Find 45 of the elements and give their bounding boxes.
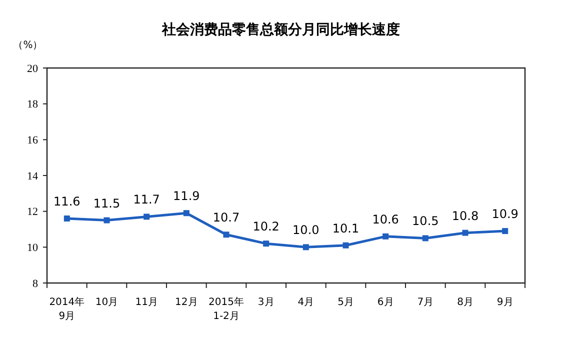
- y-tick-label: 8: [32, 278, 38, 290]
- y-tick-label: 10: [27, 242, 38, 254]
- text: 11.5: [93, 196, 120, 210]
- text: 10.1: [332, 221, 360, 236]
- x-tick-label: 6月: [377, 297, 394, 308]
- x-tick-label: 9月: [496, 297, 514, 308]
- text: 10.9: [492, 207, 518, 222]
- x-tick-label: 2015年 1-2月: [208, 296, 244, 322]
- text: 11.7: [133, 192, 160, 207]
- point: [144, 214, 150, 220]
- point: [104, 217, 110, 224]
- text: 11.6: [54, 194, 80, 208]
- x-tick-label: 12月: [175, 297, 198, 308]
- y-tick-label: 16: [27, 134, 38, 147]
- x-tick-label: 7月: [417, 297, 434, 308]
- x-tick-label: 5月: [338, 297, 354, 308]
- x-tick-label: 4月: [298, 297, 314, 308]
- text: 10.0: [292, 223, 320, 238]
- y-tick-label: 18: [27, 98, 38, 111]
- point: [502, 228, 508, 234]
- text: 10.2: [252, 220, 280, 234]
- point: [263, 240, 270, 247]
- text: 10.7: [212, 210, 240, 225]
- x-tick-label: 11月: [135, 297, 158, 308]
- y-tick-label: 12: [27, 206, 38, 218]
- chart-title: 社会消费品零售总额分月同比增长速度: [161, 21, 400, 38]
- text: 11.9: [173, 189, 200, 204]
- x-tick-label: 3月: [258, 297, 274, 308]
- y-tick-label: 14: [27, 170, 38, 182]
- text: 10.5: [412, 214, 439, 228]
- point: [223, 232, 230, 238]
- x-tick-label: 8月: [457, 297, 474, 308]
- point: [342, 242, 349, 248]
- point: [422, 235, 428, 242]
- text: 10.6: [372, 212, 399, 226]
- text: 10.8: [452, 208, 479, 223]
- x-tick-label: 10月: [95, 297, 118, 308]
- y-tick-label: 20: [27, 62, 38, 75]
- point: [183, 210, 190, 216]
- y-axis-title: （%）: [13, 40, 43, 51]
- point: [64, 216, 70, 222]
- x-tick-label: 2014年 9月: [49, 296, 85, 322]
- point: [382, 233, 389, 240]
- point: [302, 244, 309, 250]
- point: [462, 230, 468, 236]
